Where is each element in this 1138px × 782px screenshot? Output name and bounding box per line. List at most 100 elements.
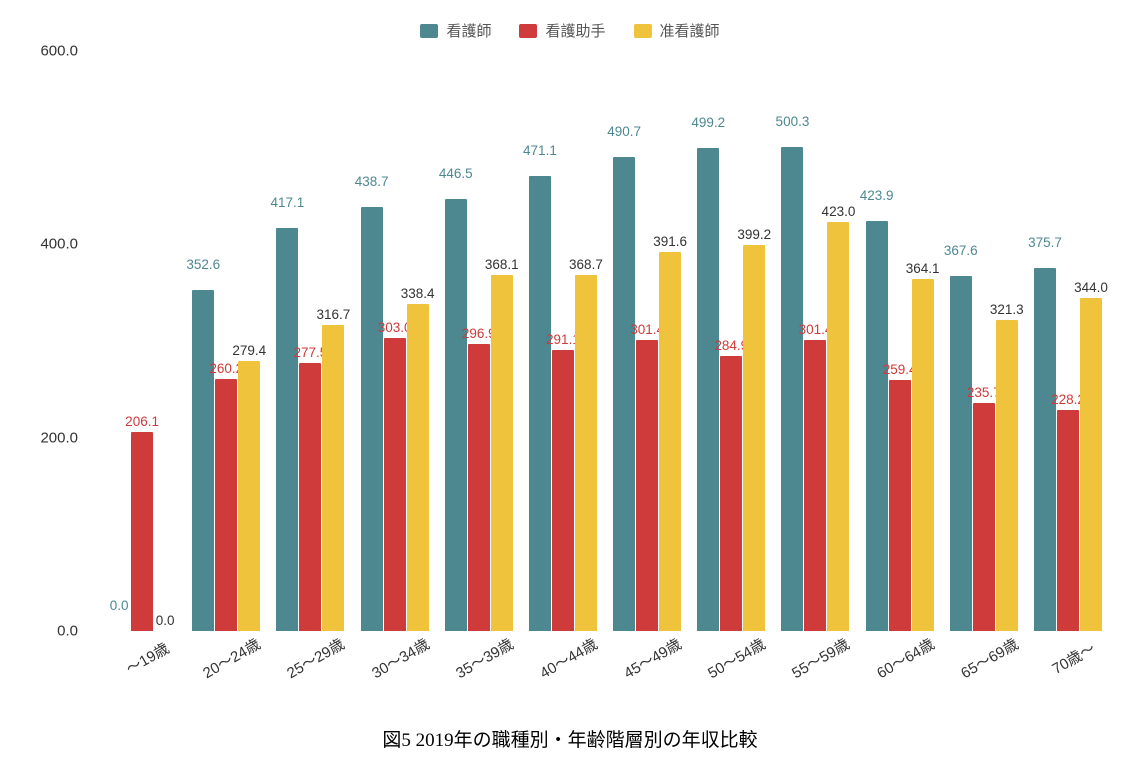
bar-value-label: 0.0 [110,598,129,613]
category-group: 500.3301.4423.0 [773,51,857,631]
bar-value-label: 446.5 [439,166,473,181]
legend-label: 看護助手 [545,20,605,41]
plot-area: 0.0200.0400.0600.0 0.0206.10.0352.6260.2… [50,51,1110,631]
x-axis-label: 50～54歳 [695,628,778,688]
bar: 344.0 [1080,298,1102,631]
bar-value-label: 490.7 [607,124,641,139]
bar: 364.1 [912,279,934,631]
y-axis-tick: 200.0 [30,429,78,446]
bar-value-label: 500.3 [776,114,810,129]
bar: 423.9 [866,221,888,631]
y-axis-tick: 0.0 [30,623,78,640]
x-axis-label: 55～59歳 [779,628,862,688]
bar: 277.5 [299,363,321,631]
x-axis-label: 40～44歳 [526,628,609,688]
bar: 352.6 [192,290,214,631]
bar-value-label: 321.3 [990,302,1024,317]
bar-value-label: 344.0 [1074,280,1108,295]
chart-caption: 図5 2019年の職種別・年齢階層別の年収比較 [30,725,1110,752]
x-axis-label: 20～24歳 [190,628,273,688]
bar: 367.6 [950,276,972,631]
bar: 399.2 [743,245,765,631]
category-group: 417.1277.5316.7 [268,51,352,631]
x-axis-label: 35～39歳 [442,628,525,688]
bar: 206.1 [131,432,153,631]
category-group: 0.0206.10.0 [100,51,184,631]
legend-item: 看護師 [420,20,491,41]
x-axis-label: ～19歳 [106,628,189,688]
bar-value-label: 499.2 [691,115,725,130]
legend-label: 准看護師 [660,20,720,41]
bar-value-label: 0.0 [156,613,175,628]
bar: 316.7 [322,325,344,631]
bar: 259.4 [889,380,911,631]
bar: 438.7 [361,207,383,631]
x-axis-label: 45～49歳 [611,628,694,688]
bar: 368.1 [491,275,513,631]
x-axis-label: 30～34歳 [358,628,441,688]
bar-value-label: 279.4 [232,343,266,358]
category-group: 438.7303.0338.4 [353,51,437,631]
bar-value-label: 352.6 [186,257,220,272]
bar-value-label: 417.1 [271,195,305,210]
legend-swatch [634,24,652,38]
bar: 260.2 [215,379,237,631]
bar: 303.0 [384,338,406,631]
category-group: 490.7301.4391.6 [605,51,689,631]
legend-item: 准看護師 [634,20,720,41]
bar-value-label: 364.1 [906,261,940,276]
bar: 490.7 [613,157,635,631]
category-group: 423.9259.4364.1 [858,51,942,631]
bar-value-label: 391.6 [653,234,687,249]
bar-value-label: 375.7 [1028,235,1062,250]
bar: 228.2 [1057,410,1079,631]
bar-value-label: 338.4 [401,286,435,301]
bars-region: 0.0206.10.0352.6260.2279.4417.1277.5316.… [100,51,1110,631]
bar: 321.3 [996,320,1018,631]
bar-value-label: 206.1 [125,414,159,429]
legend-item: 看護助手 [519,20,605,41]
x-axis-label: 65～69歳 [947,628,1030,688]
chart-legend: 看護師 看護助手 准看護師 [30,20,1110,41]
category-group: 471.1291.1368.7 [521,51,605,631]
category-group: 499.2284.9399.2 [689,51,773,631]
bar: 291.1 [552,350,574,631]
bar: 446.5 [445,199,467,631]
bar: 301.4 [636,340,658,631]
bar-value-label: 438.7 [355,174,389,189]
bar: 296.9 [468,344,490,631]
x-axis-label: 25～29歳 [274,628,357,688]
bar-value-label: 471.1 [523,143,557,158]
y-axis-tick: 600.0 [30,43,78,60]
bar: 391.6 [659,252,681,631]
category-group: 375.7228.2344.0 [1026,51,1110,631]
bar-value-label: 399.2 [737,227,771,242]
bar: 375.7 [1034,268,1056,631]
bar: 235.7 [973,403,995,631]
bar-value-label: 367.6 [944,243,978,258]
legend-swatch [519,24,537,38]
bar-value-label: 368.1 [485,257,519,272]
x-axis-label: 60～64歳 [863,628,946,688]
bar-value-label: 423.9 [860,188,894,203]
x-axis-label: 70歳～ [1032,628,1115,688]
bar: 471.1 [529,176,551,631]
category-group: 352.6260.2279.4 [184,51,268,631]
bar: 499.2 [697,148,719,631]
bar-value-label: 316.7 [317,307,351,322]
category-group: 446.5296.9368.1 [437,51,521,631]
category-group: 367.6235.7321.3 [942,51,1026,631]
bar: 284.9 [720,356,742,631]
x-axis-labels: ～19歳20～24歳25～29歳30～34歳35～39歳40～44歳45～49歳… [100,631,1110,670]
bar: 417.1 [276,228,298,631]
chart-container: 看護師看護助手准看護師 0.0200.0400.0600.0 0.0206.10… [30,20,1110,760]
bar-value-label: 423.0 [822,204,856,219]
bar: 301.4 [804,340,826,631]
bar: 368.7 [575,275,597,631]
y-axis-tick: 400.0 [30,236,78,253]
bar: 500.3 [781,147,803,631]
legend-swatch [420,24,438,38]
bar: 279.4 [238,361,260,631]
legend-label: 看護師 [446,20,491,41]
bar: 423.0 [827,222,849,631]
